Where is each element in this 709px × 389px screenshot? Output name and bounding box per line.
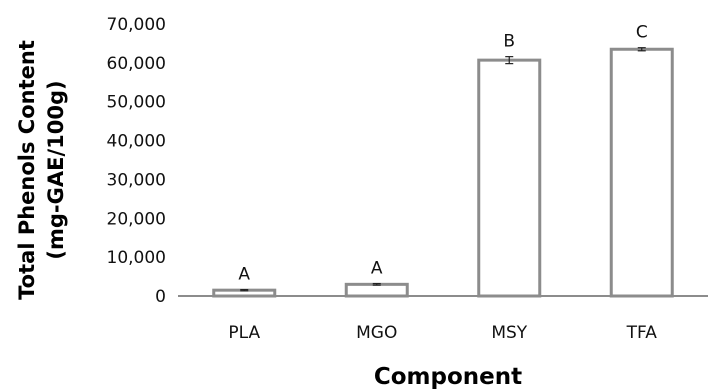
- y-tick-label: 40,000: [107, 132, 166, 152]
- significance-labels-group: A A B C: [238, 23, 647, 285]
- y-axis-title-line1: Total Phenols Content: [15, 40, 39, 300]
- x-tick-label: MGO: [356, 323, 397, 343]
- y-tick-label: 60,000: [107, 54, 166, 74]
- bars-group: [212, 47, 674, 298]
- bar-mgo: [344, 282, 409, 298]
- error-bar: [240, 288, 249, 292]
- bar-msy: [477, 58, 542, 298]
- error-bar: [637, 47, 646, 52]
- x-axis-title: Component: [374, 364, 522, 389]
- y-tick-label: 0: [155, 287, 166, 307]
- y-tick-label: 30,000: [107, 170, 166, 190]
- error-bars-group: [240, 47, 646, 292]
- y-tick-label: 50,000: [107, 93, 166, 113]
- x-tick-label: TFA: [626, 323, 658, 343]
- x-axis-ticks: PLA MGO MSY TFA: [228, 323, 657, 343]
- significance-label: A: [238, 265, 250, 285]
- y-axis-title-line2: (mg-GAE/100g): [44, 80, 68, 259]
- bar-tfa: [609, 47, 674, 298]
- error-bar: [505, 56, 514, 65]
- y-axis-ticks: 0 10,000 20,000 30,000 40,000 50,000 60,000 70,…: [107, 15, 166, 307]
- y-tick-label: 20,000: [107, 209, 166, 229]
- significance-label: C: [636, 23, 648, 43]
- significance-label: A: [371, 259, 383, 279]
- y-tick-label: 10,000: [107, 248, 166, 268]
- error-bar: [372, 282, 381, 286]
- y-axis-title: Total Phenols Content (mg-GAE/100g): [15, 40, 68, 300]
- significance-label: B: [503, 32, 515, 52]
- x-tick-label: PLA: [228, 323, 260, 343]
- x-tick-label: MSY: [491, 323, 527, 343]
- y-tick-label: 70,000: [107, 15, 166, 35]
